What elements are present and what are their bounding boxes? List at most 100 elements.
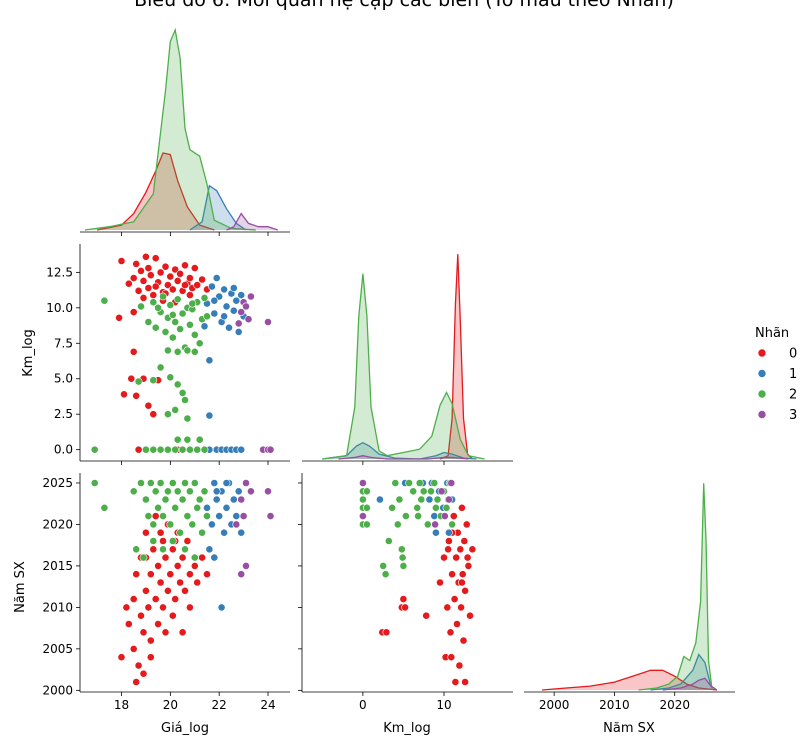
gia-nam-x-tick-label: 24 — [260, 698, 275, 712]
gia-nam-point-0 — [193, 578, 202, 587]
gia-nam-point-1 — [220, 528, 228, 537]
gia-nam-point-0 — [156, 578, 165, 587]
gia-km-point-2 — [154, 303, 162, 312]
km-nam-point-0 — [451, 678, 460, 686]
gia-nam-point-0 — [176, 578, 184, 587]
gia-nam-point-1 — [212, 487, 221, 496]
gia-km-point-2 — [168, 310, 177, 319]
legend-label-2: 2 — [789, 388, 797, 403]
gia-km-point-3 — [246, 292, 255, 301]
gia-nam-point-3 — [242, 562, 250, 570]
gia-nam-point-2 — [149, 520, 158, 529]
km-nam-point-3 — [440, 512, 449, 520]
gia-km-point-1 — [210, 309, 219, 318]
gia-km-point-0 — [129, 274, 138, 282]
gia-nam-point-2 — [159, 545, 167, 554]
gia-nam-point-2 — [100, 503, 109, 512]
gia-km-point-2 — [188, 299, 197, 308]
km-nam-point-0 — [382, 628, 391, 637]
nam-sx-density-fill-0 — [542, 670, 717, 690]
gia-km-point-2 — [173, 295, 182, 304]
km-nam-point-3 — [447, 479, 456, 487]
gia-km-point-1 — [200, 322, 209, 331]
gia-nam-point-0 — [146, 636, 155, 645]
nam-sx-density-fill-1 — [650, 654, 717, 690]
axis-labels: Giá_log Km_log Năm SX Km_log Năm SX — [13, 329, 655, 736]
km-nam-point-0 — [462, 520, 471, 529]
gia-nam-point-1 — [222, 503, 231, 512]
gia-nam-point-0 — [146, 570, 155, 579]
km-nam-point-2 — [409, 487, 418, 496]
gia-km-point-2 — [173, 435, 182, 444]
gia-nam-point-0 — [163, 586, 172, 595]
gia-nam-point-0 — [132, 570, 141, 579]
gia-km-point-2 — [183, 414, 192, 423]
km-nam-point-0 — [443, 603, 452, 612]
gia-km-point-2 — [200, 293, 209, 302]
gia-km-point-2 — [90, 445, 99, 454]
gia-nam-point-0 — [139, 669, 148, 678]
km-nam-point-2 — [398, 553, 407, 562]
gia-km-point-0 — [181, 281, 189, 289]
gia-nam-point-0 — [154, 562, 162, 570]
gia-km-point-3 — [242, 302, 250, 311]
nam-sx-density-curve-2 — [638, 483, 713, 691]
gia-km-y-tick-label: 10.0 — [46, 301, 73, 315]
gia-km-point-1 — [229, 284, 238, 292]
gia-km-point-0 — [173, 276, 182, 285]
gia-km-point-1 — [229, 306, 238, 315]
km-nam-point-2 — [388, 503, 396, 512]
km-nam-point-3 — [444, 495, 453, 504]
km-nam-point-2 — [362, 503, 371, 512]
gia-km-point-2 — [166, 301, 175, 309]
gia-nam-point-0 — [154, 620, 162, 628]
km-log-density-fill-3 — [338, 455, 469, 459]
gia-km-point-2 — [178, 388, 187, 397]
nam-sx-density-x-tick-label: 2000 — [539, 698, 570, 712]
gia-km-point-2 — [156, 445, 165, 454]
km-nam-point-0 — [401, 603, 409, 612]
km-nam-point-0 — [450, 595, 459, 603]
km-nam-point-0 — [459, 636, 468, 645]
km-nam-point-0 — [444, 545, 452, 554]
gia-nam-point-2 — [203, 512, 211, 520]
km-nam-point-0 — [453, 620, 461, 628]
km-log-density-curve-1 — [322, 441, 477, 460]
panel-gia-log-vs-nam-sx: 18 20 22 24 2000 2005 2010 2015 2020 2025 — [42, 473, 290, 712]
gia-nam-point-2 — [173, 487, 182, 496]
gia-nam-point-1 — [210, 479, 219, 487]
gia-km-point-2 — [195, 339, 204, 348]
km-nam-point-1 — [431, 528, 440, 537]
gia-nam-point-0 — [203, 570, 211, 579]
gia-km-point-0 — [181, 261, 189, 270]
gia-nam-point-0 — [151, 595, 160, 603]
gia-nam-point-0 — [132, 678, 141, 686]
gia-nam-point-2 — [151, 487, 160, 496]
km-nam-point-0 — [466, 611, 474, 620]
gia-km-point-1 — [205, 356, 214, 365]
gia-nam-y-tick-label: 2020 — [42, 517, 73, 531]
gia-nam-point-2 — [178, 495, 187, 504]
gia-km-point-2 — [151, 323, 160, 332]
gia-km-point-2 — [149, 445, 158, 454]
gia-km-point-0 — [163, 281, 172, 289]
km-log-density-curve-0 — [439, 254, 473, 460]
gia-km-point-0 — [134, 445, 143, 454]
gia-km-point-2 — [183, 435, 192, 444]
gia-nam-point-3 — [242, 479, 250, 487]
gia-km-point-1 — [222, 302, 231, 311]
gia-nam-point-1 — [210, 553, 219, 562]
gia-nam-point-0 — [166, 570, 175, 579]
gia-km-point-0 — [185, 274, 194, 282]
gia-nam-y-tick-label: 2000 — [42, 683, 73, 697]
gia-nam-point-0 — [139, 628, 148, 637]
km-nam-point-2 — [379, 562, 388, 570]
km-nam-point-2 — [427, 487, 435, 496]
km-nam-point-1 — [430, 512, 439, 520]
gia-km-point-1 — [215, 292, 224, 301]
gia-nam-point-0 — [173, 562, 182, 570]
km-nam-point-2 — [397, 545, 406, 554]
gia-km-point-0 — [146, 271, 155, 280]
gia-nam-point-2 — [159, 512, 167, 520]
gia-km-point-0 — [124, 279, 133, 288]
